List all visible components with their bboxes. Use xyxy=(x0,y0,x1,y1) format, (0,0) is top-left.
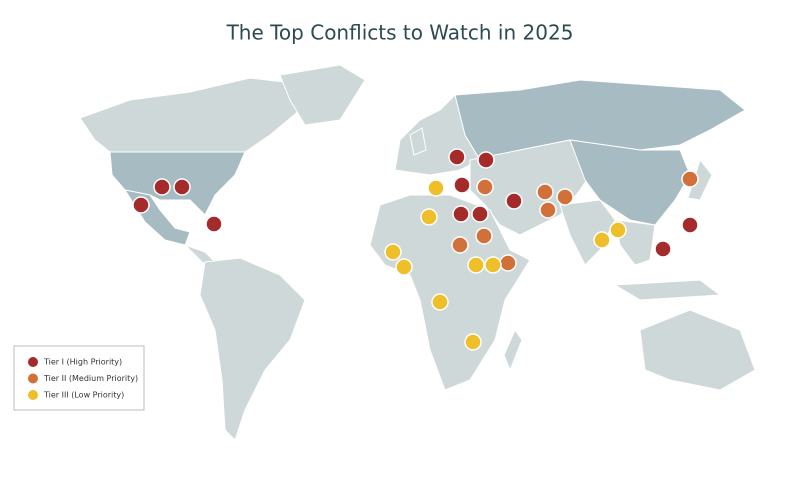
conflict-marker xyxy=(539,201,557,219)
china xyxy=(569,139,691,226)
conflict-marker xyxy=(499,254,517,272)
madagascar xyxy=(503,328,523,372)
conflict-marker xyxy=(654,240,672,258)
conflict-marker xyxy=(205,215,223,233)
legend-label: Tier II (Medium Priority) xyxy=(43,374,138,383)
conflict-marker xyxy=(477,151,495,169)
conflict-marker xyxy=(173,178,191,196)
legend-swatch xyxy=(28,373,38,384)
conflict-marker xyxy=(681,170,699,188)
conflict-marker xyxy=(451,236,469,254)
conflict-marker xyxy=(464,333,482,351)
legend-label: Tier III (Low Priority) xyxy=(43,391,124,400)
conflict-marker xyxy=(681,216,699,234)
conflict-marker xyxy=(536,183,554,201)
conflict-marker xyxy=(132,196,150,214)
conflict-marker xyxy=(395,258,413,276)
conflict-marker xyxy=(431,293,449,311)
legend-swatch xyxy=(28,390,38,400)
conflict-marker xyxy=(471,205,489,223)
conflict-marker xyxy=(420,208,438,226)
uk xyxy=(409,127,427,156)
conflict-marker xyxy=(593,231,611,249)
legend-label: Tier I (High Priority) xyxy=(43,358,122,367)
conflict-marker xyxy=(475,227,493,245)
middle-east xyxy=(469,139,601,236)
conflict-marker xyxy=(476,178,494,196)
south-america xyxy=(199,257,306,441)
land xyxy=(79,64,756,441)
conflict-marker xyxy=(384,243,402,261)
map-title: The Top Conflicts to Watch in 2025 xyxy=(226,21,574,45)
conflict-marker xyxy=(427,179,445,197)
legend-swatch xyxy=(28,357,38,367)
conflict-marker xyxy=(453,176,471,194)
conflict-marker xyxy=(467,256,485,274)
conflict-marker xyxy=(484,256,502,274)
greenland xyxy=(279,64,366,126)
legend: Tier I (High Priority) Tier II (Medium Pr… xyxy=(13,345,145,411)
conflict-marker xyxy=(556,188,574,206)
conflict-marker xyxy=(452,205,470,223)
conflict-marker xyxy=(609,221,627,239)
conflict-marker xyxy=(505,192,523,210)
markers xyxy=(132,148,699,351)
indonesia xyxy=(613,279,722,301)
australia xyxy=(639,309,756,391)
india xyxy=(559,199,616,266)
conflict-marker xyxy=(153,178,171,196)
conflict-marker xyxy=(448,148,466,166)
